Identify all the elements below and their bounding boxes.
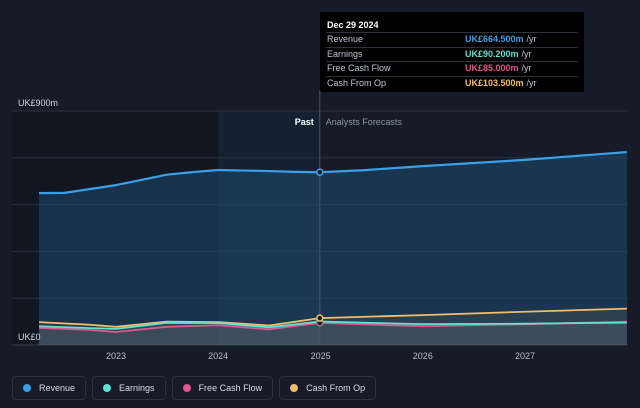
legend-item-earnings[interactable]: Earnings: [92, 376, 166, 400]
x-tick-label: 2027: [515, 351, 535, 361]
legend-dot-icon: [103, 384, 112, 392]
legend-dot-icon: [290, 384, 299, 392]
legend-label: Revenue: [39, 383, 76, 393]
tooltip: Dec 29 2024 Revenue UK£664.500m /yr Earn…: [320, 12, 584, 92]
y-axis-bottom-label: UK£0: [18, 332, 41, 342]
tooltip-unit: /yr: [526, 34, 537, 44]
y-axis-top-label: UK£900m: [18, 98, 58, 108]
tooltip-unit: /yr: [526, 77, 537, 88]
legend-item-cash-from-op[interactable]: Cash From Op: [279, 376, 377, 400]
legend-dot-icon: [23, 384, 31, 392]
x-tick-label: 2026: [413, 351, 433, 361]
marker-revenue: [316, 168, 324, 176]
series-line-free-cash-flow: [38, 320, 627, 333]
tooltip-unit: /yr: [521, 48, 532, 59]
x-tick-label: 2025: [311, 351, 331, 361]
tooltip-row-cash-from-op: Cash From Op UK£103.500m /yr: [326, 75, 578, 91]
tooltip-row-revenue: Revenue UK£664.500m /yr: [326, 32, 578, 47]
tooltip-date: Dec 29 2024: [327, 20, 379, 30]
series-line-earnings: [38, 320, 627, 330]
tooltip-label: Free Cash Flow: [327, 63, 391, 73]
past-label: Past: [295, 117, 314, 127]
tooltip-value: UK£90.200m: [465, 48, 519, 59]
x-tick-label: 2024: [208, 351, 228, 361]
legend-dot-icon: [182, 384, 191, 392]
tooltip-row-free-cash-flow: Free Cash Flow UK£85.000m /yr: [326, 61, 578, 76]
forecast-label: Analysts Forecasts: [326, 117, 403, 127]
tooltip-value: UK£103.500m: [465, 77, 524, 88]
legend: Revenue Earnings Free Cash Flow Cash Fro…: [12, 376, 377, 400]
x-tick-label: 2023: [106, 351, 126, 361]
legend-label: Earnings: [119, 383, 155, 393]
tooltip-label: Revenue: [327, 34, 364, 44]
legend-item-free-cash-flow[interactable]: Free Cash Flow: [171, 376, 274, 400]
revenue-area: [39, 152, 627, 345]
series-area: [39, 321, 627, 345]
legend-label: Free Cash Flow: [198, 383, 263, 393]
marker-cash-from-op: [316, 314, 324, 322]
tooltip-label: Earnings: [327, 48, 363, 59]
series-line-cash-from-op: [38, 307, 627, 328]
tooltip-value: UK£85.000m: [465, 63, 519, 73]
tooltip-value: UK£664.500m: [465, 34, 524, 44]
series-area: [39, 321, 627, 345]
legend-item-revenue[interactable]: Revenue: [12, 376, 87, 400]
series-line-revenue: [39, 150, 627, 195]
tooltip-row-earnings: Earnings UK£90.200m /yr: [326, 46, 578, 62]
tooltip-label: Cash From Op: [327, 77, 387, 88]
series-area: [39, 308, 627, 345]
legend-label: Cash From Op: [306, 383, 366, 393]
tooltip-unit: /yr: [521, 63, 532, 73]
